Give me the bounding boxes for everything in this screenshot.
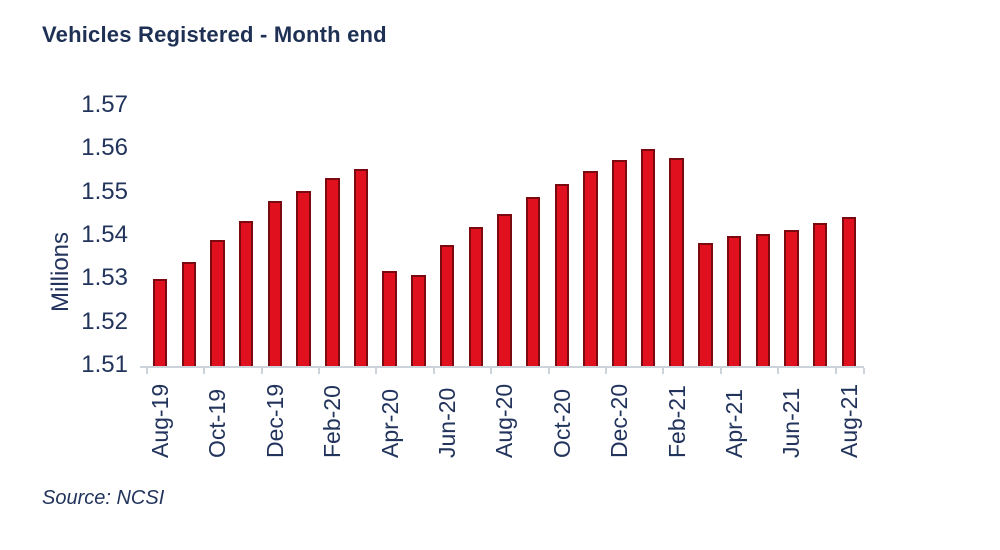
bar-Nov-20	[583, 171, 598, 367]
bar-Jun-21	[784, 229, 799, 367]
bar-May-21	[755, 233, 770, 367]
bar-Jan-21	[640, 149, 656, 367]
x-axis-tick	[203, 368, 206, 374]
x-axis-tick	[260, 368, 263, 374]
source-note: Source: NCSI	[42, 487, 165, 509]
x-tick-label: Feb-21	[663, 385, 690, 458]
y-tick-label: 1.53	[81, 264, 128, 292]
x-axis-tick	[547, 368, 550, 374]
bar-Feb-20	[325, 177, 340, 367]
x-tick-label: Apr-20	[376, 388, 403, 458]
bar-Aug-20	[497, 214, 512, 367]
bar-Apr-20	[382, 270, 397, 367]
bar-Feb-21	[669, 158, 684, 367]
bar-Oct-20	[554, 184, 570, 367]
x-tick-label: Apr-21	[721, 388, 748, 458]
bar-Jun-20	[439, 244, 455, 367]
y-tick-label: 1.54	[81, 221, 128, 248]
bar-Aug-19	[152, 279, 168, 367]
x-tick-label: Oct-19	[204, 388, 231, 458]
x-tick-label: Aug-21	[835, 383, 862, 458]
x-axis-tick	[317, 368, 320, 374]
x-tick-label: Aug-20	[491, 383, 518, 458]
bar-Aug-21	[841, 216, 857, 367]
bar-Oct-19	[210, 240, 225, 367]
x-axis-tick	[863, 368, 866, 374]
x-tick-label: Oct-20	[548, 388, 575, 458]
x-axis-tick	[662, 368, 665, 374]
x-axis-line	[140, 366, 864, 368]
bar-Nov-19	[238, 220, 254, 367]
bar-Sep-19	[181, 262, 196, 367]
x-axis-tick	[432, 368, 435, 374]
y-tick-label: 1.52	[81, 307, 128, 335]
x-axis-tick	[719, 368, 722, 374]
x-tick-label: Dec-20	[606, 383, 633, 458]
bar-Apr-21	[726, 236, 742, 367]
x-tick-label: Dec-19	[261, 383, 288, 458]
bar-Mar-20	[353, 168, 369, 367]
bar-Dec-20	[612, 160, 627, 367]
x-axis-tick	[375, 368, 378, 374]
bar-Mar-21	[698, 242, 713, 367]
y-tick-label: 1.55	[81, 177, 128, 205]
bar-Jul-20	[468, 227, 483, 367]
bar-Jul-21	[812, 223, 828, 367]
x-tick-label: Jun-20	[434, 387, 461, 458]
y-tick-label: 1.51	[81, 351, 128, 378]
x-axis-tick	[145, 368, 148, 374]
bar-May-20	[411, 275, 426, 367]
x-axis-tick	[604, 368, 607, 374]
chart-title: Vehicles Registered - Month end	[42, 22, 387, 47]
x-axis-tick	[490, 368, 493, 374]
x-axis-tick	[834, 368, 837, 374]
bar-Jan-20	[296, 190, 311, 367]
x-tick-label: Feb-20	[319, 385, 346, 458]
y-tick-label: 1.56	[81, 134, 128, 162]
bar-Sep-20	[525, 197, 541, 367]
bar-Dec-19	[267, 201, 283, 367]
x-tick-label: Jun-21	[778, 387, 805, 458]
x-tick-label: Aug-19	[147, 383, 174, 458]
y-tick-label: 1.57	[81, 91, 128, 118]
x-axis-tick	[777, 368, 780, 374]
